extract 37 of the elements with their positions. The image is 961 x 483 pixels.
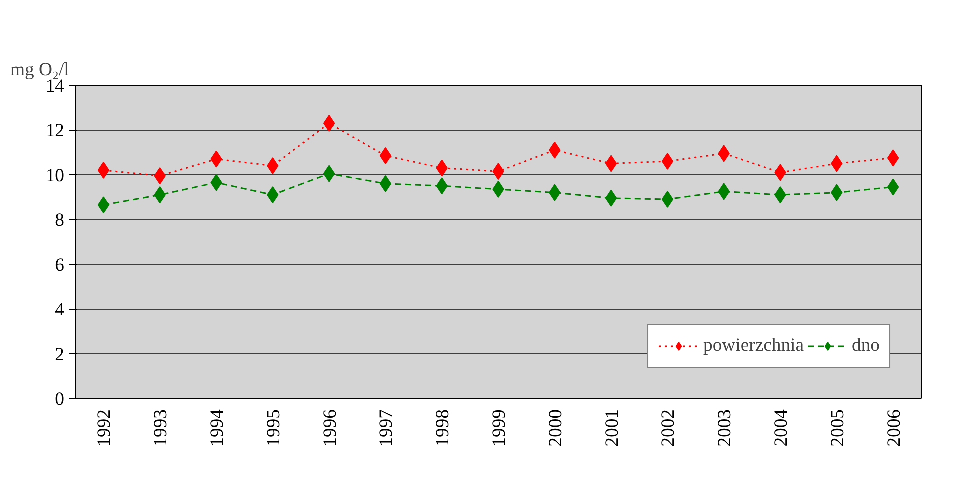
x-tick-label: 1997	[376, 410, 398, 447]
x-tick-label: 2002	[658, 410, 680, 447]
x-tick-label: 1996	[320, 410, 341, 447]
y-tick-label: 6	[55, 254, 64, 276]
x-tick-label: 1995	[263, 410, 284, 447]
x-tick-label: 2003	[714, 410, 736, 447]
y-tick-label: 4	[55, 300, 66, 321]
point	[323, 165, 336, 182]
point	[380, 175, 392, 192]
x-tick-label: 1994	[207, 408, 228, 447]
point	[380, 147, 392, 164]
point	[98, 196, 110, 214]
x-tick-label: 1993	[150, 410, 172, 447]
y-tick-label: 12	[46, 120, 64, 142]
point	[323, 115, 336, 132]
point	[98, 162, 110, 179]
x-tick-label: 2004	[771, 408, 792, 447]
x-tick-label: 1998	[432, 410, 454, 447]
x-tick-label: 2006	[884, 410, 905, 447]
point	[887, 150, 900, 167]
point	[605, 190, 618, 207]
legend-label: powierzchnia	[704, 335, 804, 357]
x-tick-label: 2005	[827, 410, 848, 447]
y-axis-title: mg O₂/l	[10, 60, 70, 80]
x-tick-label: 2001	[602, 410, 623, 447]
x-tick-label: 2000	[545, 410, 566, 447]
x-tick-label: 1999	[489, 410, 510, 447]
y-tick-label: 0	[55, 389, 64, 410]
point	[605, 155, 618, 172]
point	[887, 178, 900, 196]
point	[662, 191, 674, 208]
legend-label: dno	[852, 335, 880, 357]
y-tick-label: 10	[46, 165, 64, 186]
point	[662, 153, 674, 170]
x-tick-label: 1992	[94, 410, 116, 447]
y-tick-label: 8	[55, 210, 64, 232]
y-tick-label: 2	[55, 344, 64, 366]
